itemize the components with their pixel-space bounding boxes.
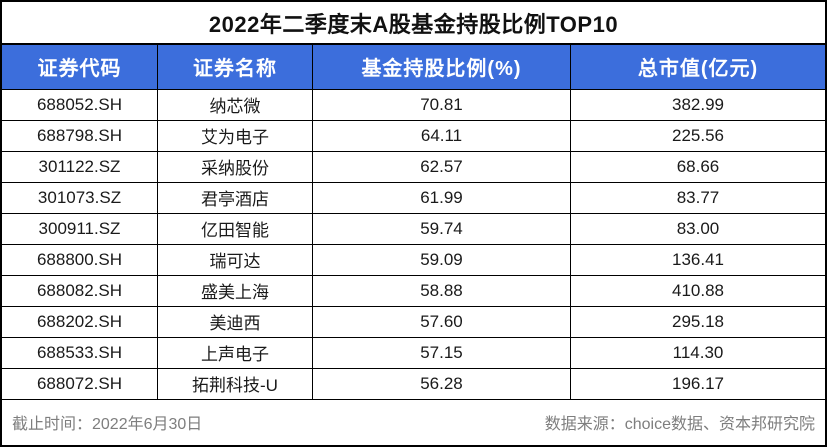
cell-security-code: 688533.SH [2, 337, 158, 369]
cell-fund-holding-ratio: 70.81 [313, 89, 571, 121]
cell-security-code: 688798.SH [2, 120, 158, 152]
cell-security-name: 拓荆科技-U [158, 368, 313, 400]
data-source-label: 数据来源：choice数据、资本邦研究院 [544, 416, 815, 434]
cell-market-cap: 114.30 [571, 338, 825, 369]
cell-fund-holding-ratio: 57.60 [313, 306, 571, 338]
cell-security-code: 688072.SH [2, 368, 158, 400]
column-header-name: 证券名称 [158, 45, 313, 90]
table-row: 688072.SH 拓荆科技-U 56.28 196.17 [2, 368, 825, 400]
table-row: 688082.SH 盛美上海 58.88 410.88 [2, 275, 825, 307]
table-row: 688202.SH 美迪西 57.60 295.18 [2, 306, 825, 338]
cell-fund-holding-ratio: 62.57 [313, 151, 571, 183]
cell-fund-holding-ratio: 64.11 [313, 120, 571, 152]
cell-security-code: 301073.SZ [2, 182, 158, 214]
cell-security-code: 301122.SZ [2, 151, 158, 183]
cell-market-cap: 196.17 [571, 369, 825, 400]
cell-market-cap: 68.66 [571, 152, 825, 183]
title-bar: 2022年二季度末A股基金持股比例TOP10 [2, 2, 825, 45]
cell-fund-holding-ratio: 58.88 [313, 275, 571, 307]
cell-security-name: 盛美上海 [158, 275, 313, 307]
cell-security-name: 亿田智能 [158, 213, 313, 245]
cell-security-name: 瑞可达 [158, 244, 313, 276]
cell-fund-holding-ratio: 56.28 [313, 368, 571, 400]
cell-security-name: 上声电子 [158, 337, 313, 369]
table-header-row: 证券代码 证券名称 基金持股比例(%) 总市值(亿元) [2, 45, 825, 90]
page-title: 2022年二季度末A股基金持股比例TOP10 [208, 11, 619, 37]
cell-market-cap: 225.56 [571, 121, 825, 152]
cell-security-name: 君亭酒店 [158, 182, 313, 214]
footer-bar: 截止时间：2022年6月30日 数据来源：choice数据、资本邦研究院 [2, 400, 825, 446]
cell-market-cap: 382.99 [571, 90, 825, 121]
cell-security-name: 艾为电子 [158, 120, 313, 152]
table-row: 688800.SH 瑞可达 59.09 136.41 [2, 244, 825, 276]
cell-fund-holding-ratio: 57.15 [313, 337, 571, 369]
cell-market-cap: 136.41 [571, 245, 825, 276]
cell-security-name: 纳芯微 [158, 89, 313, 121]
cell-security-name: 采纳股份 [158, 151, 313, 183]
table-row: 300911.SZ 亿田智能 59.74 83.00 [2, 213, 825, 245]
cell-security-code: 688202.SH [2, 306, 158, 338]
cell-market-cap: 83.77 [571, 183, 825, 214]
cell-fund-holding-ratio: 61.99 [313, 182, 571, 214]
cell-market-cap: 83.00 [571, 214, 825, 245]
cell-market-cap: 295.18 [571, 307, 825, 338]
cell-security-code: 300911.SZ [2, 213, 158, 245]
cell-security-name: 美迪西 [158, 306, 313, 338]
column-header-market-cap: 总市值(亿元) [571, 45, 825, 90]
table-row: 688798.SH 艾为电子 64.11 225.56 [2, 120, 825, 152]
table-body: 688052.SH 纳芯微 70.81 382.99 688798.SH 艾为电… [2, 89, 825, 400]
cell-security-code: 688052.SH [2, 89, 158, 121]
table-row: 301122.SZ 采纳股份 62.57 68.66 [2, 151, 825, 183]
cell-security-code: 688082.SH [2, 275, 158, 307]
cell-fund-holding-ratio: 59.74 [313, 213, 571, 245]
column-header-code: 证券代码 [2, 45, 158, 90]
column-header-ratio: 基金持股比例(%) [313, 45, 571, 90]
table-row: 688533.SH 上声电子 57.15 114.30 [2, 337, 825, 369]
cell-fund-holding-ratio: 59.09 [313, 244, 571, 276]
table-row: 301073.SZ 君亭酒店 61.99 83.77 [2, 182, 825, 214]
table-row: 688052.SH 纳芯微 70.81 382.99 [2, 89, 825, 121]
data-table: 证券代码 证券名称 基金持股比例(%) 总市值(亿元) 688052.SH 纳芯… [2, 45, 825, 400]
cell-market-cap: 410.88 [571, 276, 825, 307]
cutoff-date-label: 截止时间：2022年6月30日 [12, 416, 203, 434]
cell-security-code: 688800.SH [2, 244, 158, 276]
